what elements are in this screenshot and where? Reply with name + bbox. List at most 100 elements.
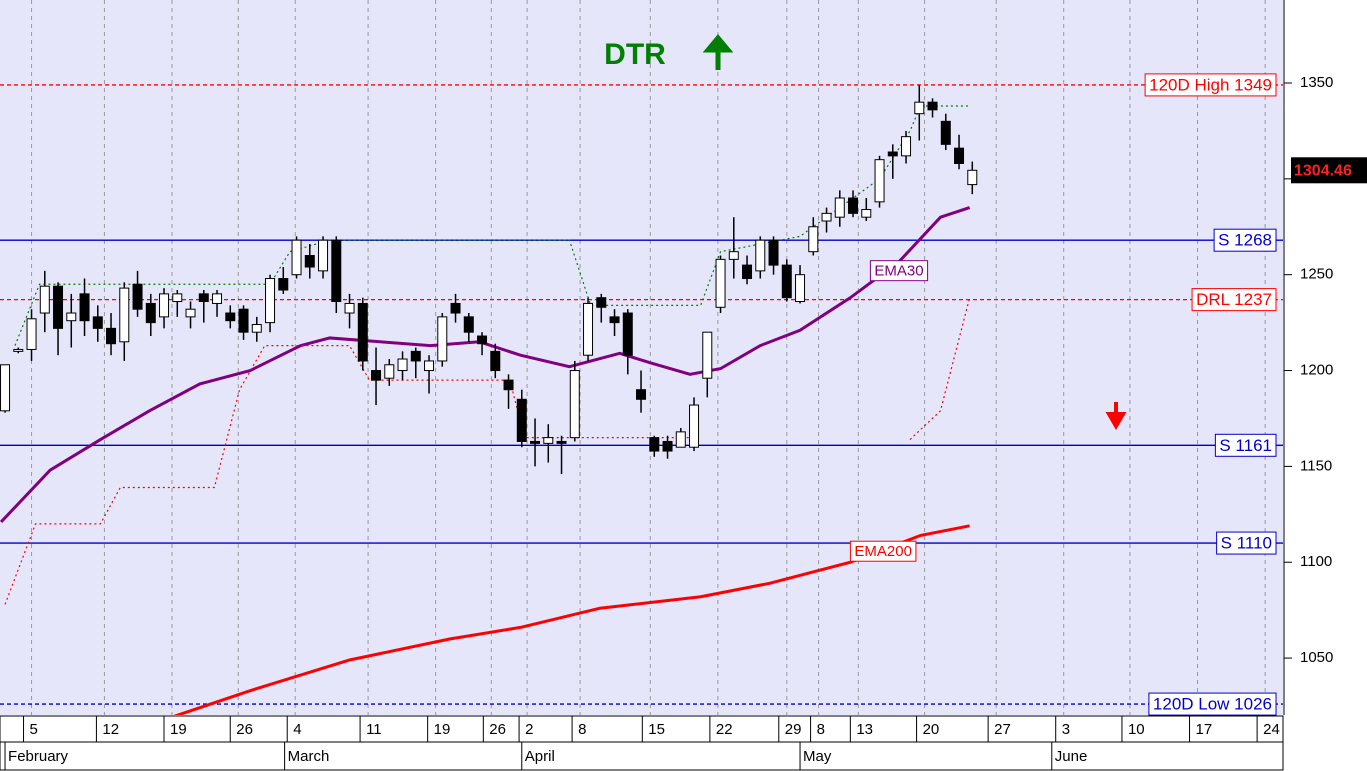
- x-tick-label: 26: [236, 721, 253, 738]
- candle-body: [636, 389, 647, 400]
- candle-body: [106, 327, 117, 345]
- candle-body: [145, 302, 156, 324]
- month-label: April: [525, 748, 555, 765]
- candle-body: [477, 335, 488, 345]
- candle-body: [662, 440, 673, 452]
- candle-body: [583, 302, 594, 356]
- y-tick-label: 1350: [1300, 74, 1333, 91]
- x-tick-label: 8: [817, 721, 825, 738]
- candle-body: [132, 283, 143, 310]
- candle-body: [198, 293, 209, 303]
- x-axis-months: [0, 741, 1284, 771]
- candle-body: [556, 440, 567, 444]
- x-tick-label: 13: [856, 721, 873, 738]
- candle-body: [39, 285, 50, 314]
- candle-body: [887, 151, 898, 157]
- candle-body: [689, 404, 700, 448]
- x-tick-label: 24: [1263, 721, 1280, 738]
- grid: [31, 0, 1266, 715]
- candle-body: [463, 316, 474, 333]
- x-tick-label: 27: [994, 721, 1011, 738]
- candle-body: [437, 316, 448, 362]
- month-label: March: [288, 748, 330, 765]
- level-label: DRL 1237: [1196, 290, 1272, 309]
- month-label: May: [803, 748, 832, 765]
- candle-body: [967, 169, 978, 186]
- last-price-box: [1291, 157, 1367, 184]
- candle-body: [185, 308, 196, 318]
- x-tick-label: 22: [716, 721, 733, 738]
- candle-body: [609, 316, 620, 324]
- candle-body: [940, 120, 951, 145]
- candle-body: [808, 226, 819, 253]
- candle-body: [834, 197, 845, 218]
- candle-body: [927, 101, 938, 111]
- chart-title: DTR: [604, 38, 666, 71]
- candle-body: [318, 239, 329, 272]
- x-tick-label: 19: [434, 721, 451, 738]
- candle-body: [675, 431, 686, 448]
- candle-body: [397, 358, 408, 372]
- candle-body: [516, 398, 527, 442]
- candle-body: [914, 101, 925, 115]
- candle-body: [238, 308, 249, 333]
- candle-body: [503, 379, 514, 391]
- x-tick-label: 26: [489, 721, 506, 738]
- candle-body: [954, 147, 965, 165]
- x-tick-label: 4: [293, 721, 301, 738]
- candle-body: [384, 364, 395, 379]
- candle-body: [119, 287, 130, 343]
- plot-area: [0, 0, 1283, 715]
- candle-body: [371, 370, 382, 381]
- candle-body: [357, 302, 368, 362]
- candle-body: [450, 302, 461, 314]
- level-label-box: [1144, 73, 1277, 97]
- level-label: 120D Low 1026: [1153, 695, 1272, 714]
- candle-body: [278, 278, 289, 291]
- level-label: 120D High 1349: [1149, 75, 1272, 94]
- candle-body: [649, 437, 660, 452]
- x-tick-label: 15: [648, 721, 665, 738]
- candle-body: [304, 255, 315, 268]
- x-tick-label: 20: [923, 721, 940, 738]
- x-tick-label: 10: [1128, 721, 1145, 738]
- candle-body: [331, 239, 342, 303]
- candle-body: [755, 239, 766, 272]
- last-price-label: 1304.46: [1294, 163, 1352, 180]
- y-tick-label: 1250: [1300, 266, 1333, 283]
- x-tick-label: 29: [785, 721, 802, 738]
- candle-body: [172, 293, 183, 303]
- x-tick-label: 11: [366, 721, 382, 738]
- ema-line: [0, 206, 971, 524]
- candle-body: [410, 350, 421, 362]
- x-tick-label: 5: [30, 721, 38, 738]
- x-axis-days: [0, 715, 1284, 743]
- candle-body: [742, 264, 753, 280]
- month-label: February: [8, 748, 69, 765]
- candle-body: [344, 302, 355, 314]
- stop-line: [4, 345, 691, 605]
- x-tick-label: 12: [102, 721, 119, 738]
- x-tick-label: 8: [578, 721, 586, 738]
- candle-body: [901, 136, 912, 157]
- level-label: S 1161: [1219, 436, 1272, 455]
- candle-body: [53, 285, 64, 329]
- candle-body: [26, 318, 37, 350]
- candle-body: [622, 312, 633, 356]
- candle-body: [781, 264, 792, 299]
- y-tick-label: 1050: [1300, 649, 1333, 666]
- candle-body: [702, 331, 713, 379]
- candle-body: [821, 212, 832, 222]
- level-label-box: [1216, 531, 1277, 555]
- candle-body: [848, 197, 859, 214]
- candle-body: [543, 437, 554, 444]
- level-label-box: [1191, 288, 1277, 312]
- level-label: S 1110: [1221, 534, 1272, 553]
- candle-body: [225, 312, 236, 322]
- candle-body: [530, 440, 541, 444]
- month-label: June: [1055, 748, 1088, 765]
- candle-body: [0, 364, 11, 412]
- x-tick-label: 2: [525, 721, 533, 738]
- level-label-box: [1213, 228, 1277, 252]
- candle-body: [265, 278, 276, 324]
